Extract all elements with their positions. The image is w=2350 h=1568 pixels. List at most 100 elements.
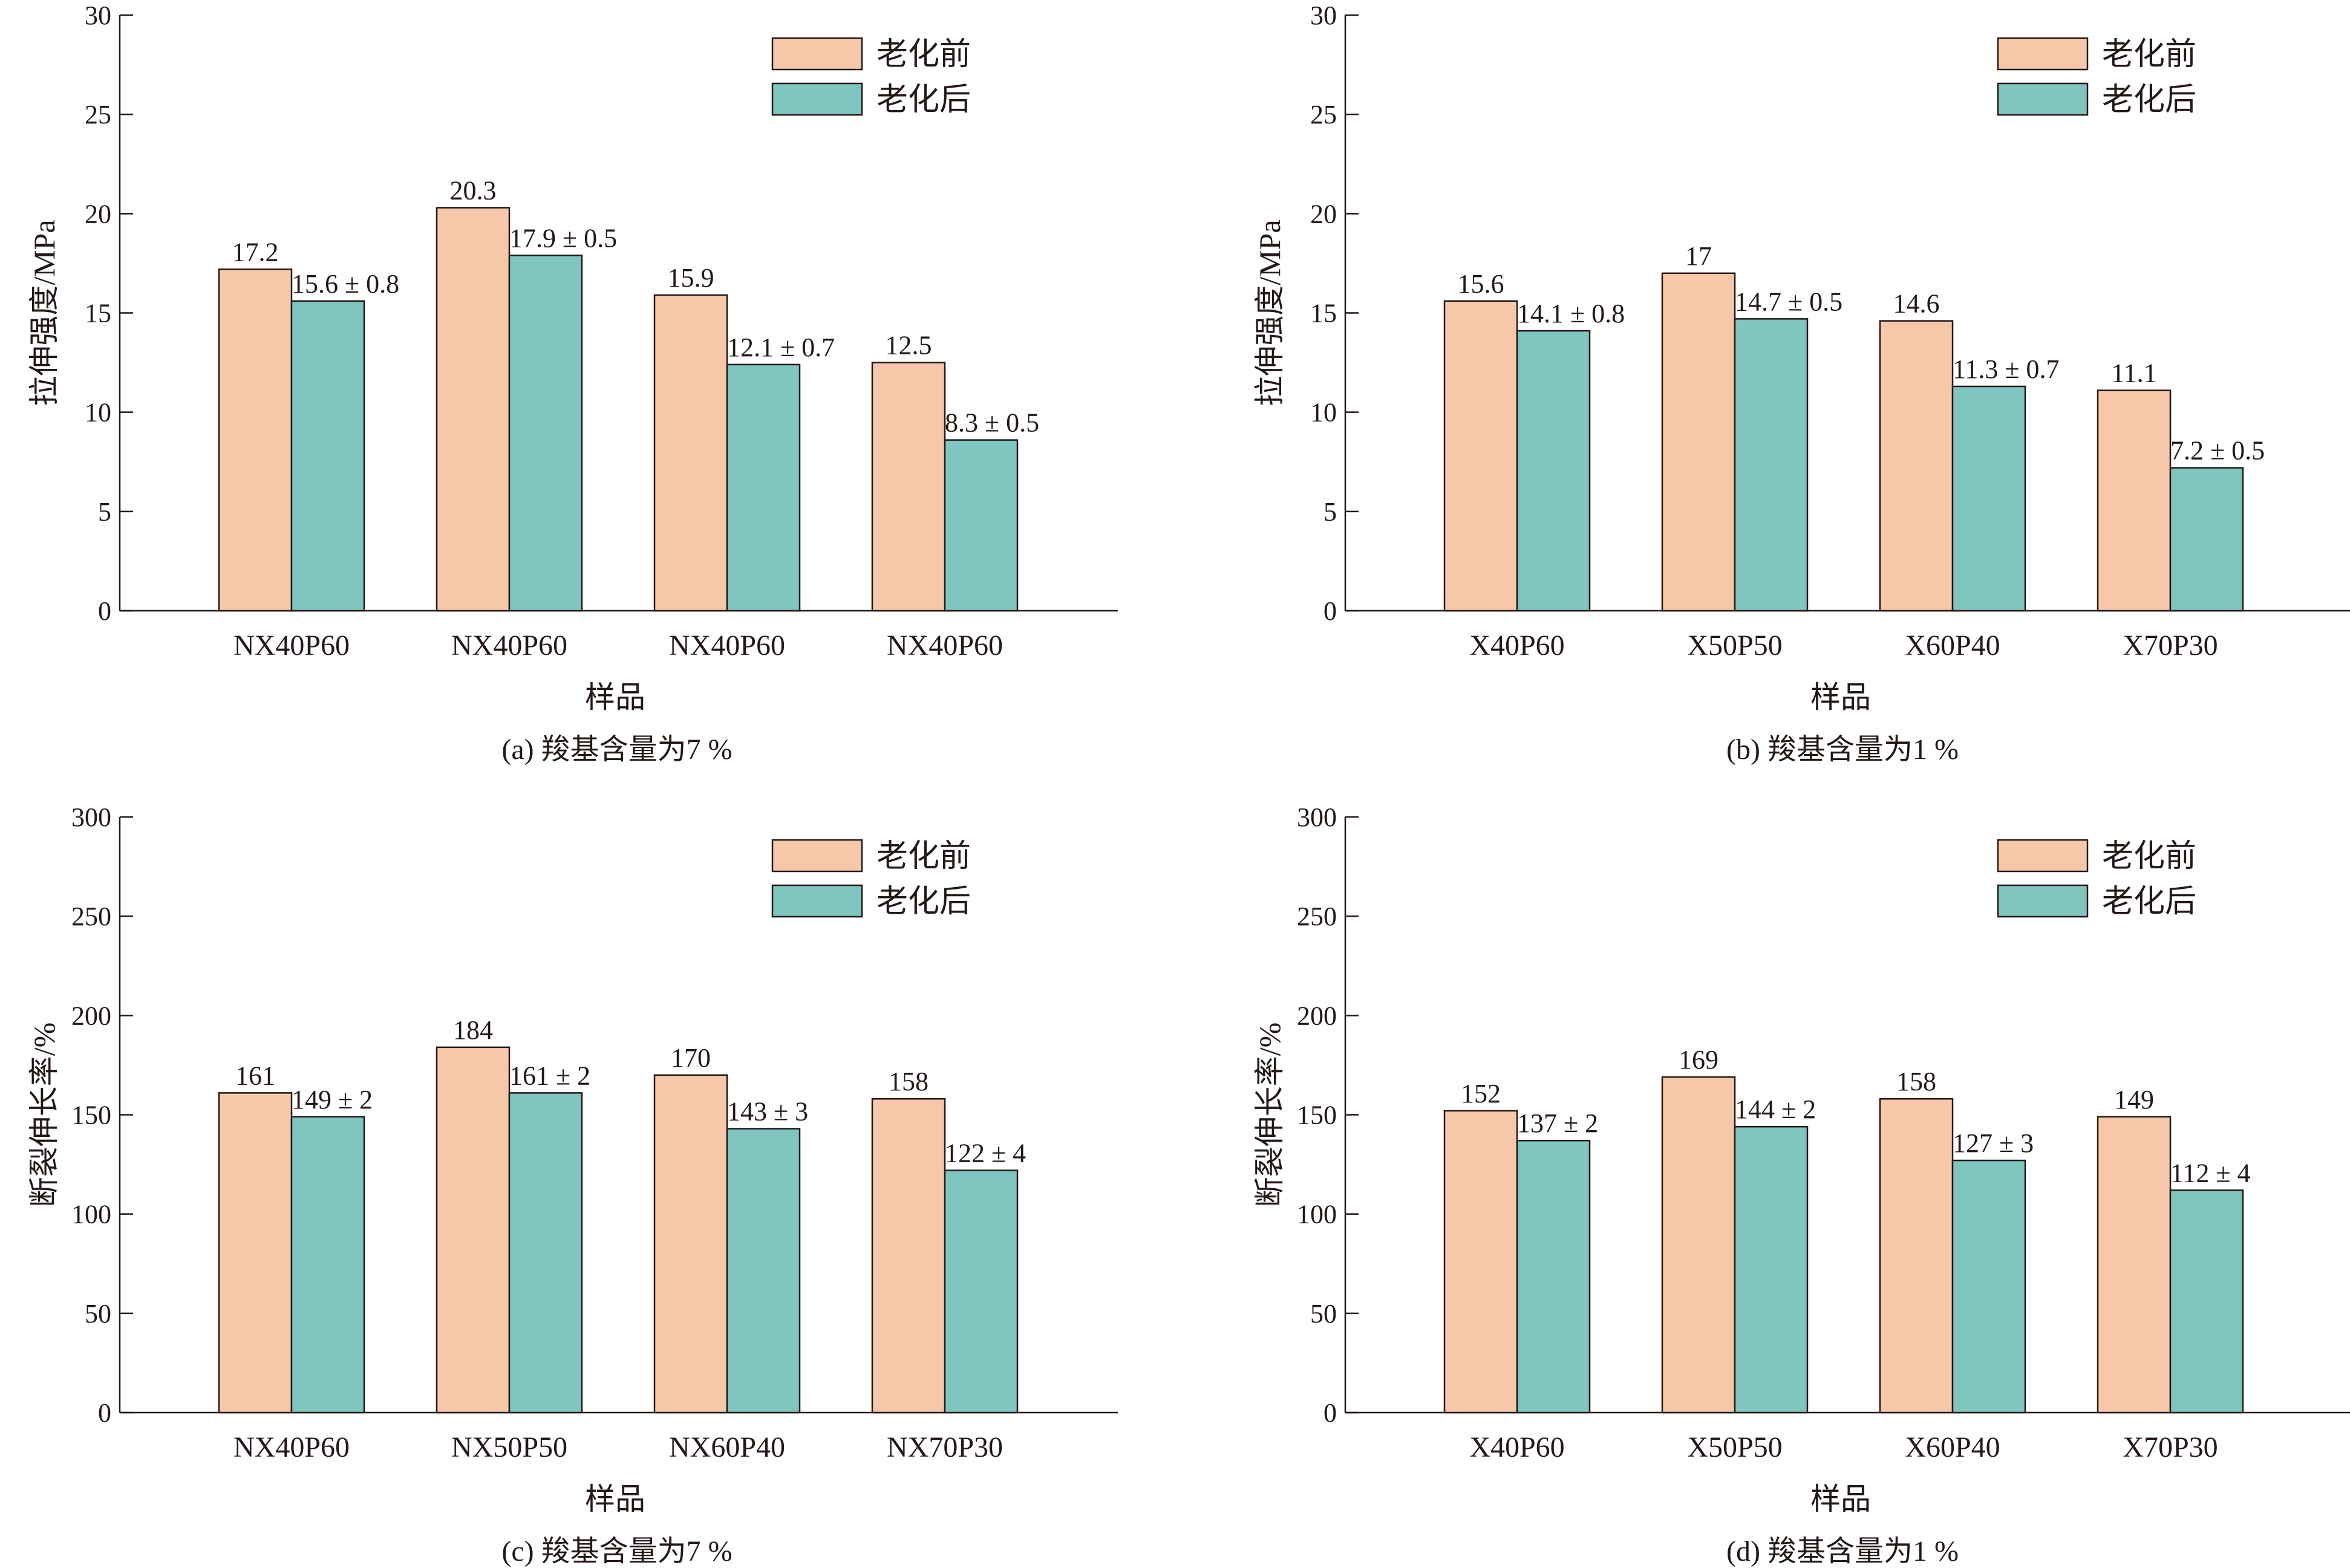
legend-label: 老化前 [2102, 37, 2196, 72]
x-axis-title: 样品 [585, 1482, 645, 1516]
y-tick-label: 150 [71, 1101, 111, 1130]
y-tick-label: 0 [98, 596, 111, 626]
y-tick-label: 200 [1297, 1001, 1337, 1030]
data-label: 7.2 ± 0.5 [2170, 436, 2265, 466]
legend-swatch-before [1997, 37, 2089, 71]
data-label: 14.7 ± 0.5 [1735, 287, 1842, 316]
chart-panel-c: 0 50 100 150 200 250 300 161 149 ± 2 NX40P60 184 16… [27, 802, 1118, 1567]
bar-after [508, 255, 583, 612]
data-label: 127 ± 3 [1953, 1128, 2034, 1158]
bar-before [871, 1098, 946, 1414]
data-label: 17 [1685, 241, 1712, 271]
x-axis-title: 样品 [585, 680, 645, 714]
bar-after [1951, 385, 2026, 612]
y-axis-title: 拉伸强度/MPa [1253, 220, 1287, 406]
data-label: 144 ± 2 [1735, 1095, 1816, 1124]
legend-label: 老化后 [876, 885, 971, 919]
bar-after [1516, 1139, 1591, 1414]
bar-after [726, 1128, 801, 1414]
bar-after [2169, 467, 2244, 612]
y-tick-label: 50 [85, 1299, 111, 1329]
bar-before [1661, 272, 1736, 612]
bar-after [508, 1092, 583, 1414]
bar-after [726, 363, 801, 612]
x-category-label: NX40P60 [233, 1431, 350, 1463]
legend-swatch-after [1997, 884, 2089, 918]
x-category-label: X50P50 [1687, 1431, 1782, 1463]
data-label: 12.5 [886, 331, 932, 360]
data-label: 15.6 ± 0.8 [292, 269, 399, 299]
x-axis-title: 样品 [1810, 1482, 1871, 1516]
y-tick-label: 50 [1310, 1299, 1337, 1329]
data-label: 17.9 ± 0.5 [509, 223, 617, 253]
x-category-label: X50P50 [1687, 629, 1782, 662]
y-tick-label: 20 [1310, 199, 1337, 229]
y-tick-label: 30 [85, 1, 111, 30]
data-label: 158 [889, 1067, 929, 1096]
y-tick-label: 25 [1310, 100, 1337, 129]
data-label: 170 [671, 1043, 711, 1073]
bar-after [2169, 1189, 2244, 1414]
data-label: 15.9 [668, 263, 714, 293]
legend-swatch-before [1997, 839, 2089, 873]
y-tick-label: 25 [85, 100, 111, 129]
data-label: 15.6 [1458, 269, 1504, 299]
y-tick-label: 100 [1297, 1200, 1337, 1229]
y-tick-label: 10 [1310, 398, 1337, 428]
bar-before [871, 362, 946, 612]
x-category-label: NX60P40 [669, 1431, 785, 1463]
legend-swatch-before [771, 839, 863, 873]
y-axis-title: 断裂伸长率/% [27, 1023, 61, 1208]
x-category-label: NX50P50 [451, 1431, 567, 1463]
legend-swatch-after [771, 884, 863, 918]
data-label: 12.1 ± 0.7 [727, 333, 835, 362]
x-category-label: NX40P60 [887, 629, 1003, 662]
y-tick-label: 15 [1310, 299, 1337, 328]
data-label: 149 ± 2 [292, 1085, 373, 1114]
panel-caption: (b) 羧基含量为1 % [1726, 734, 1959, 766]
y-tick-label: 100 [71, 1200, 111, 1229]
bar-before [653, 1074, 728, 1414]
x-category-label: X40P60 [1469, 629, 1564, 662]
y-tick-label: 0 [1324, 596, 1337, 626]
data-label: 11.3 ± 0.7 [1953, 354, 2060, 384]
bar-before [1443, 1110, 1518, 1414]
panel-caption: (a) 羧基含量为7 % [501, 734, 732, 766]
y-tick-label: 15 [85, 299, 111, 328]
y-tick-label: 300 [71, 802, 111, 832]
y-axis-title: 拉伸强度/MPa [27, 220, 61, 406]
data-label: 158 [1896, 1067, 1936, 1096]
bar-after [1516, 330, 1591, 612]
data-label: 11.1 [2111, 359, 2156, 388]
x-axis-title: 样品 [1810, 680, 1871, 714]
x-category-label: NX40P60 [451, 629, 567, 662]
y-tick-label: 5 [98, 497, 111, 527]
bar-after [944, 439, 1019, 612]
data-label: 17.2 [232, 237, 279, 267]
data-label: 169 [1679, 1045, 1718, 1075]
x-category-label: NX70P30 [887, 1431, 1003, 1463]
x-category-label: NX40P60 [669, 629, 785, 662]
data-label: 149 [2114, 1085, 2154, 1114]
data-label: 161 ± 2 [509, 1061, 590, 1090]
y-tick-label: 5 [1324, 497, 1337, 527]
bar-before [1661, 1076, 1736, 1414]
data-label: 14.1 ± 0.8 [1517, 299, 1625, 328]
data-label: 112 ± 4 [2170, 1158, 2251, 1188]
data-label: 137 ± 2 [1517, 1108, 1598, 1138]
bar-before [2097, 389, 2172, 612]
x-category-label: X70P30 [2123, 629, 2218, 662]
x-category-label: X60P40 [1905, 1431, 2000, 1463]
bar-after [290, 1116, 365, 1414]
bar-after [290, 300, 365, 612]
data-label: 184 [453, 1015, 493, 1045]
legend-label: 老化前 [876, 839, 971, 874]
y-tick-label: 20 [85, 199, 111, 229]
x-category-label: X40P60 [1469, 1431, 1564, 1463]
bar-before [1443, 300, 1518, 612]
data-label: 122 ± 4 [945, 1138, 1026, 1168]
y-tick-label: 150 [1297, 1101, 1337, 1130]
